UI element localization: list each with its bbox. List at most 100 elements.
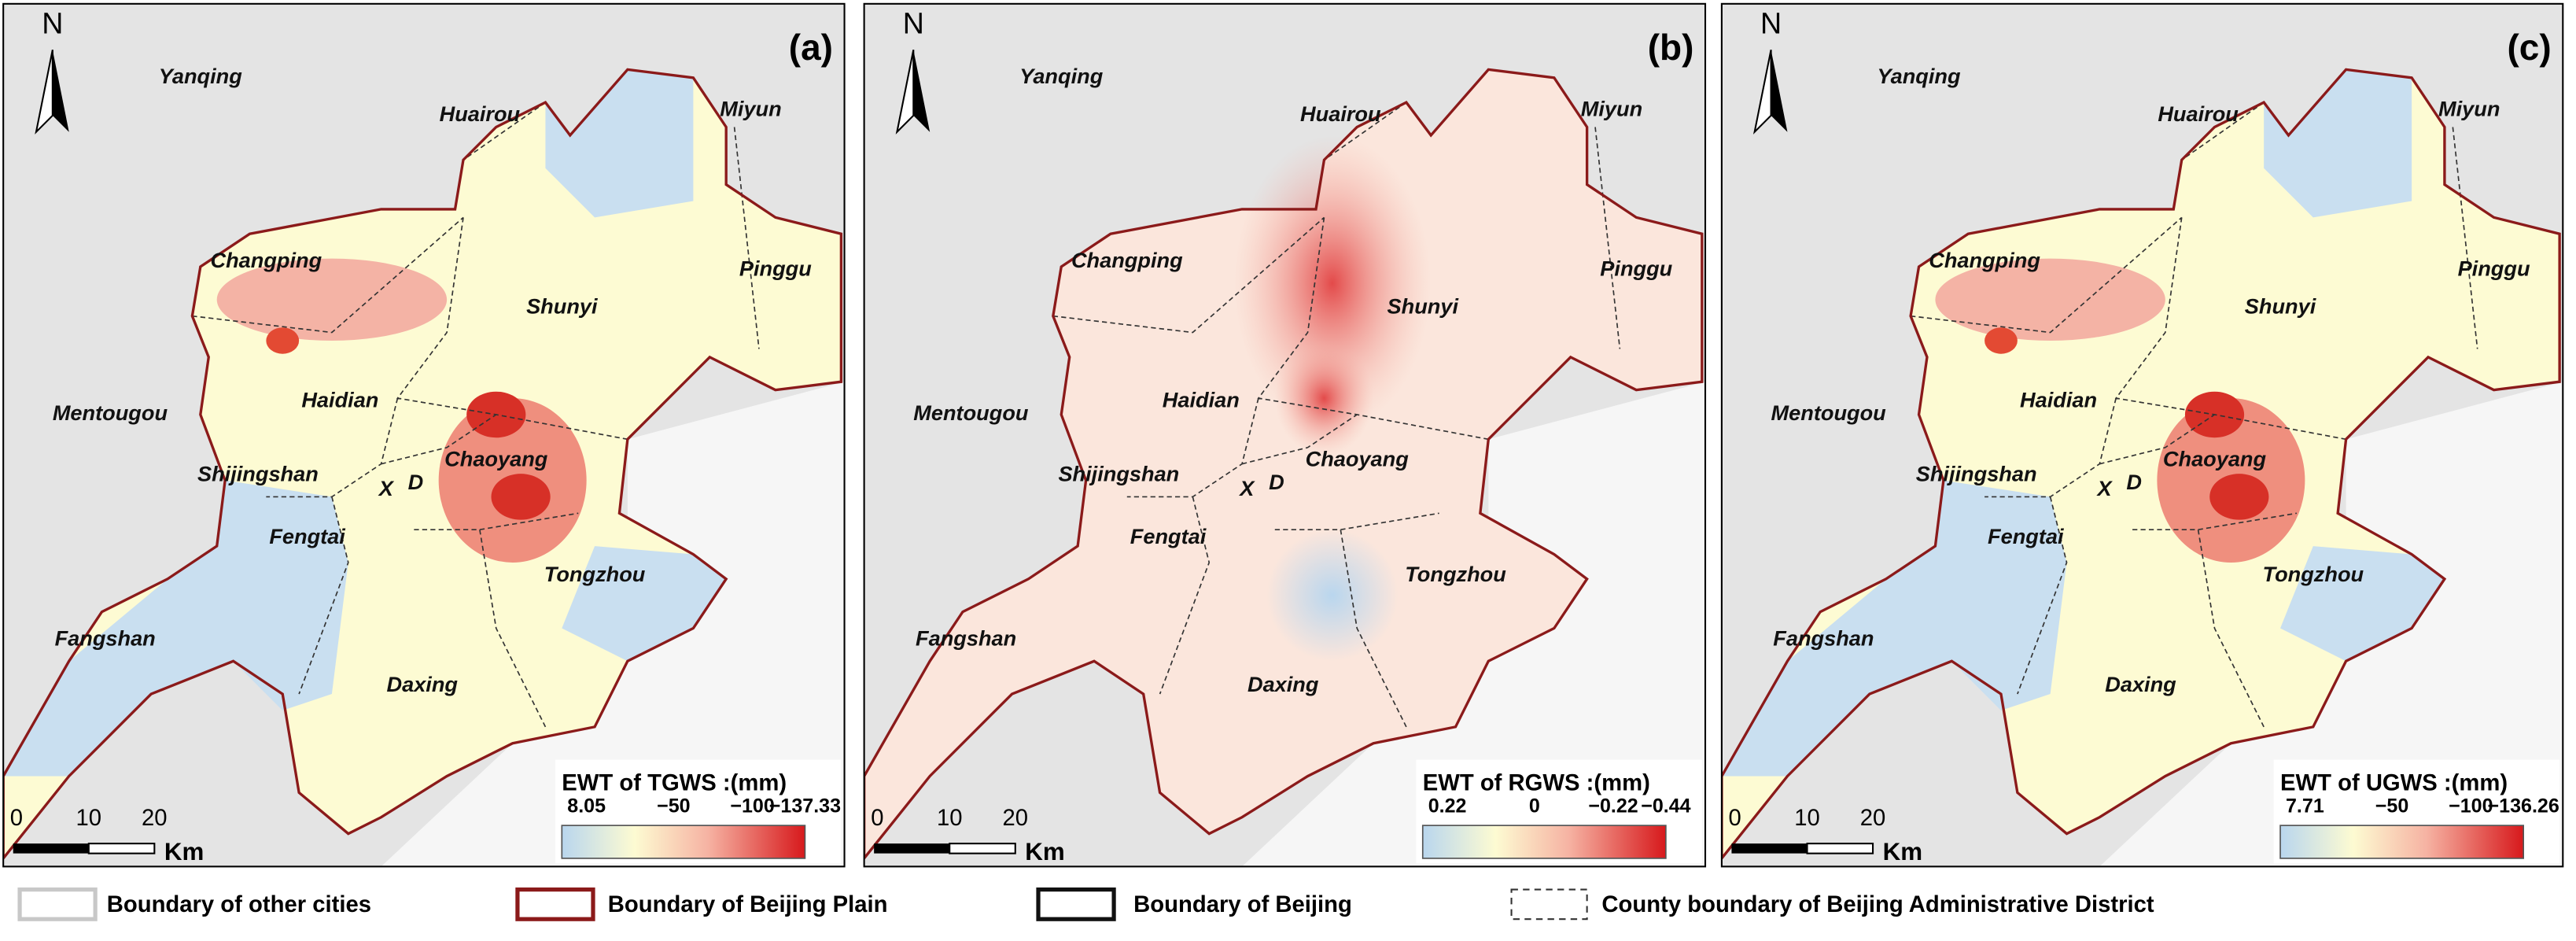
scale-unit: Km [1025, 838, 1064, 865]
place-name: Mentougou [1771, 400, 1887, 425]
red-zone [2209, 474, 2269, 520]
colorbar-label: −0.22 [1588, 795, 1638, 817]
scale-label: 10 [76, 806, 102, 831]
place-name: Fangshan [55, 625, 156, 650]
red-zone [1935, 258, 2165, 341]
scale-unit: Km [164, 838, 204, 865]
place-name: Daxing [387, 672, 459, 696]
red-zone [216, 258, 448, 341]
place-name: Miyun [720, 97, 781, 121]
scale-unit: Km [1883, 838, 1922, 865]
red-zone [491, 474, 551, 520]
scale-bar [874, 843, 950, 854]
legend-label: Boundary of other cities [107, 892, 371, 917]
legend-label: Boundary of Beijing [1133, 892, 1352, 917]
legend-swatch [17, 887, 98, 921]
place-name: Yanqing [1878, 64, 1961, 88]
colorbar-label: −50 [2375, 795, 2409, 817]
place-name: Huairou [2158, 101, 2239, 126]
place-name: Tongzhou [1405, 562, 1506, 586]
place-name: Fengtai [269, 524, 345, 548]
place-name: D [1269, 470, 1284, 494]
legend-title: EWT of UGWS :(mm) [2280, 771, 2508, 796]
place-name: Shijingshan [1058, 461, 1179, 485]
place-name: Fangshan [1773, 625, 1874, 650]
place-name: X [2096, 476, 2113, 500]
north-arrow [35, 50, 53, 135]
colorbar [561, 825, 806, 859]
place-name: Changping [211, 248, 322, 272]
colorbar [2279, 825, 2524, 859]
legend-swatch [1510, 888, 1588, 921]
legend-title: EWT of TGWS :(mm) [562, 771, 787, 796]
place-name: Haidian [301, 387, 378, 411]
place-name: X [1238, 476, 1255, 500]
blue-zone [545, 69, 694, 218]
colorbar-label: −50 [657, 795, 691, 817]
place-name: Miyun [1581, 97, 1642, 121]
panel-label: (a) [789, 27, 833, 68]
panel-label: (b) [1648, 27, 1694, 68]
place-name: Shunyi [2245, 293, 2316, 318]
lowland [1242, 382, 1706, 867]
scale-label: 0 [871, 806, 883, 831]
north-arrow [1752, 50, 1772, 135]
map-content [1721, 3, 2563, 867]
place-name: Haidian [1163, 387, 1240, 411]
place-name: X [378, 476, 395, 500]
map-content [3, 3, 845, 867]
place-name: Shijingshan [1916, 461, 2037, 485]
north-label: N [903, 6, 924, 39]
colorbar-label: −136.26 [2488, 795, 2559, 817]
panel-frame [2, 2, 846, 868]
red-zone [1985, 327, 2018, 354]
place-name: Tongzhou [544, 562, 646, 586]
place-name: Mentougou [913, 400, 1029, 425]
blue-zone [2280, 546, 2445, 662]
north-arrow [913, 50, 931, 132]
north-label: N [1760, 6, 1782, 39]
north-arrow [895, 50, 915, 135]
map-panel: N (c) Yanqing Huairou Miyun Changping Shunyi Pi… [1720, 2, 2564, 868]
map-content [864, 3, 1706, 867]
place-name: Shijingshan [197, 461, 319, 485]
panel-frame [863, 2, 1707, 868]
scale-label: 20 [1003, 806, 1029, 831]
place-name: Miyun [2438, 97, 2500, 121]
blue-zone [2264, 69, 2412, 218]
place-name: Shunyi [1388, 293, 1459, 318]
place-name: Tongzhou [2263, 562, 2364, 586]
lowland [2099, 382, 2563, 867]
legend-title: EWT of RGWS :(mm) [1423, 771, 1650, 796]
scale-label: 0 [10, 806, 23, 831]
north-arrow [1771, 50, 1788, 132]
scale-bar [87, 843, 156, 854]
place-name: Daxing [1247, 672, 1319, 696]
colorbar [1421, 825, 1667, 859]
place-name: Changping [1929, 248, 2040, 272]
colorbar-label: 8.05 [567, 795, 606, 817]
colorbar-label: 0.22 [1428, 795, 1467, 817]
scale-bar [1806, 843, 1874, 854]
place-name: Yanqing [159, 64, 242, 88]
legend-swatch [1036, 887, 1116, 921]
north-label: N [42, 6, 63, 39]
map-panel: N (a) Yanqing Huairou Miyun Changping Shunyi Pi… [2, 2, 846, 868]
place-name: Chaoyang [1306, 447, 1410, 471]
legend-label: County boundary of Beijing Administrativ… [1601, 892, 2154, 917]
red-zone [266, 327, 300, 354]
scale-label: 10 [1794, 806, 1820, 831]
place-name: Chaoyang [444, 447, 548, 471]
place-name: Yanqing [1019, 64, 1103, 88]
scale-label: 20 [142, 806, 168, 831]
place-name: Haidian [2020, 387, 2097, 411]
place-name: D [2126, 470, 2142, 494]
red-zone [1274, 340, 1374, 456]
blue-zone [3, 480, 348, 777]
colorbar-label: −100 [2449, 795, 2493, 817]
map-panel: N (b) Yanqing Huairou Miyun Changping Shunyi Pi… [863, 2, 1707, 868]
place-name: Pinggu [2458, 256, 2530, 280]
legend-swatch [515, 887, 595, 921]
place-name: Fengtai [1988, 524, 2064, 548]
